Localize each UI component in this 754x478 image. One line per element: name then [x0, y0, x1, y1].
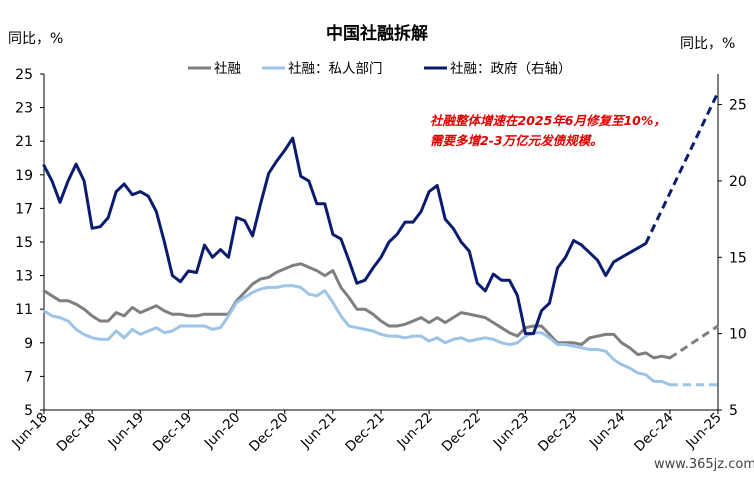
left-tick-label: 7 — [24, 369, 33, 385]
right-tick-label: 15 — [729, 250, 747, 266]
left-tick-label: 15 — [15, 235, 33, 251]
left-tick-label: 19 — [15, 168, 33, 184]
projection-line-total — [669, 324, 719, 360]
chart-title: 中国社融拆解 — [326, 23, 428, 44]
legend: 社融 社融：私人部门 社融：政府（右轴） — [188, 61, 572, 77]
x-tick-label: Dec-24 — [631, 410, 676, 455]
right-tick-label: 10 — [729, 327, 747, 343]
x-tick-label: Jun-20 — [201, 410, 244, 453]
x-tick-label: Dec-23 — [535, 410, 580, 455]
series-line-private — [42, 284, 672, 387]
legend-label-total: 社融 — [214, 61, 241, 77]
x-tick-label: Dec-18 — [54, 410, 99, 455]
x-tick-label: Jun-25 — [682, 410, 725, 453]
x-tick-label: Jun-24 — [586, 410, 629, 453]
left-tick-label: 9 — [24, 336, 33, 352]
series-line-total — [42, 262, 672, 360]
right-tick-label: 25 — [729, 98, 747, 114]
annotation-line-1: 社融整体增速在2025年6月修复至10%， — [430, 113, 666, 128]
right-tick-label: 20 — [729, 174, 747, 190]
x-tick-label: Dec-20 — [246, 410, 291, 455]
left-axis-ticks: 5 7 9 11 13 15 17 19 21 23 25 — [15, 67, 44, 419]
left-tick-label: 21 — [15, 134, 33, 150]
legend-label-private: 社融：私人部门 — [288, 61, 383, 77]
legend-label-government: 社融：政府（右轴） — [450, 61, 572, 77]
right-axis-ticks: 5 10 15 20 25 — [718, 98, 747, 419]
x-tick-label: Jun-23 — [490, 410, 533, 453]
right-tick-label: 5 — [729, 403, 738, 419]
left-axis-unit: 同比，% — [8, 31, 63, 47]
x-tick-label: Dec-22 — [439, 410, 484, 455]
left-tick-label: 25 — [15, 67, 33, 83]
x-tick-label: Dec-19 — [150, 410, 195, 455]
left-tick-label: 23 — [15, 101, 33, 117]
x-tick-label: Jun-19 — [105, 410, 148, 453]
x-tick-label: Dec-21 — [342, 410, 387, 455]
series-line-government — [42, 136, 648, 336]
left-tick-label: 11 — [15, 302, 33, 318]
projection-line-government — [644, 91, 720, 245]
annotation-line-2: 需要多增2-3万亿元发债规模。 — [430, 133, 603, 148]
left-tick-label: 13 — [15, 269, 33, 285]
left-tick-label: 17 — [15, 201, 33, 217]
series-layer — [42, 91, 720, 387]
left-tick-label: 5 — [24, 403, 33, 419]
x-axis-ticks: Jun-18 Dec-18 Jun-19 Dec-19 Jun-20 Dec-20 Jun-… — [8, 410, 725, 455]
right-axis-unit: 同比，% — [680, 36, 735, 52]
watermark: www.365jz.com — [654, 457, 754, 472]
x-tick-label: Jun-22 — [393, 410, 436, 453]
x-tick-label: Jun-21 — [297, 410, 340, 453]
